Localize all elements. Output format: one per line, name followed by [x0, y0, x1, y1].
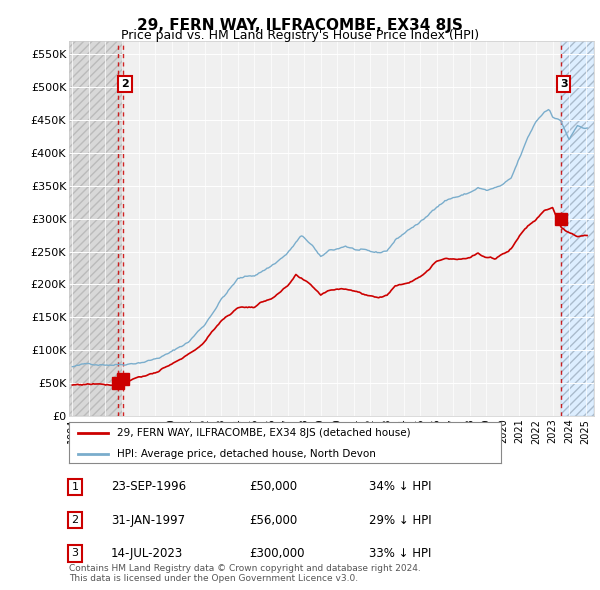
Bar: [69, 41, 124, 416]
Text: 14-JUL-2023: 14-JUL-2023: [111, 547, 183, 560]
Text: 31-JAN-1997: 31-JAN-1997: [111, 514, 185, 527]
Text: Price paid vs. HM Land Registry's House Price Index (HPI): Price paid vs. HM Land Registry's House …: [121, 30, 479, 42]
Text: £50,000: £50,000: [249, 480, 297, 493]
Text: 2: 2: [71, 516, 79, 525]
Text: 29, FERN WAY, ILFRACOMBE, EX34 8JS (detached house): 29, FERN WAY, ILFRACOMBE, EX34 8JS (deta…: [116, 428, 410, 438]
Text: £300,000: £300,000: [249, 547, 305, 560]
Text: 1: 1: [71, 482, 79, 491]
Text: 3: 3: [71, 549, 79, 558]
Text: 33% ↓ HPI: 33% ↓ HPI: [369, 547, 431, 560]
Text: £56,000: £56,000: [249, 514, 297, 527]
Text: Contains HM Land Registry data © Crown copyright and database right 2024.
This d: Contains HM Land Registry data © Crown c…: [69, 563, 421, 583]
Text: 29% ↓ HPI: 29% ↓ HPI: [369, 514, 431, 527]
Text: 23-SEP-1996: 23-SEP-1996: [111, 480, 186, 493]
Bar: [562, 41, 594, 416]
Text: 34% ↓ HPI: 34% ↓ HPI: [369, 480, 431, 493]
Text: 3: 3: [560, 79, 568, 89]
Text: HPI: Average price, detached house, North Devon: HPI: Average price, detached house, Nort…: [116, 449, 376, 459]
Text: 2: 2: [121, 79, 129, 89]
Text: 29, FERN WAY, ILFRACOMBE, EX34 8JS: 29, FERN WAY, ILFRACOMBE, EX34 8JS: [137, 18, 463, 32]
